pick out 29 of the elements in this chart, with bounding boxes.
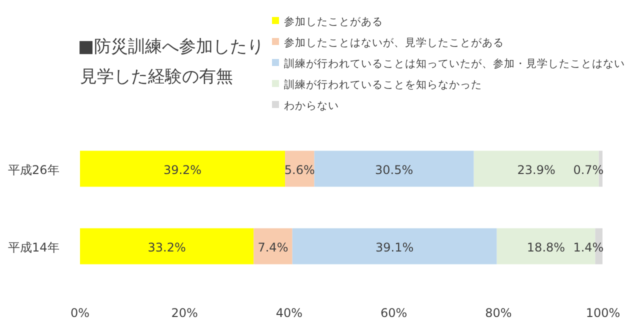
- data-label: 7.4%: [258, 240, 288, 254]
- data-label: 18.8%: [526, 240, 566, 254]
- data-label: 23.9%: [517, 162, 556, 177]
- bar: [80, 150, 286, 187]
- x-tick-label: 20%: [171, 306, 198, 320]
- x-tick-label: 80%: [485, 306, 512, 320]
- bar: [292, 228, 497, 264]
- bar: [314, 150, 474, 187]
- legend-label: 訓練が行われていることは知っていたが、参加・見学したことはない: [284, 57, 625, 70]
- bar: [80, 228, 254, 264]
- data-label: 0.7%: [573, 162, 604, 177]
- x-tick-label: 40%: [276, 306, 303, 320]
- data-label: 33.2%: [148, 240, 186, 254]
- x-tick-label: 100%: [586, 306, 620, 320]
- data-label: 5.6%: [284, 162, 315, 177]
- y-tick-label: 平成26年: [8, 162, 60, 177]
- data-label: 39.2%: [163, 162, 202, 177]
- legend-label: わからない: [284, 100, 339, 112]
- legend-label: 参加したことがある: [284, 15, 383, 28]
- title: ■防災訓練へ参加したり見学した経験の有無: [78, 37, 264, 87]
- data-label: 39.1%: [376, 240, 414, 254]
- x-tick-label: 60%: [380, 306, 408, 320]
- data-label: 30.5%: [375, 162, 414, 177]
- bar: [254, 228, 292, 264]
- y-tick-label: 平成14年: [8, 240, 60, 254]
- legend-label: 参加したことはないが、見学したことがある: [284, 36, 504, 49]
- data-label: 1.4%: [573, 240, 604, 254]
- x-tick-label: 0%: [70, 306, 90, 320]
- legend-label: 訓練が行われていることを知らなかった: [284, 78, 482, 91]
